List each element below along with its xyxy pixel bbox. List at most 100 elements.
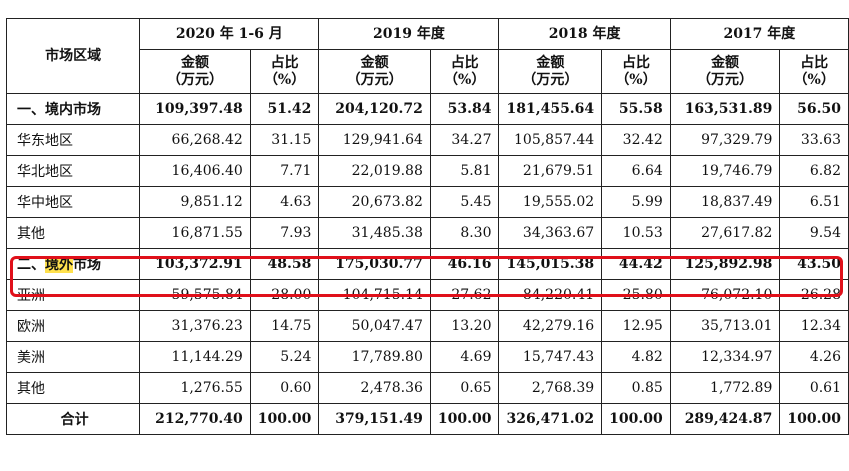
table-row: 其他 16,871.55 7.93 31,485.38 8.30 34,363.67 10.… <box>5 217 849 249</box>
region-cell: 欧洲 <box>5 310 141 342</box>
amount-cell: 59,575.84 <box>139 279 251 311</box>
ratio-cell: 5.81 <box>429 155 500 187</box>
region-cell: 一、境内市场 <box>5 93 141 125</box>
ratio-cell: 56.50 <box>779 93 849 125</box>
region-cell: 二、境外市场 <box>5 248 141 280</box>
table-row: 华北地区 16,406.40 7.71 22,019.88 5.81 21,679.51 6… <box>5 155 849 187</box>
header-line: 金额 <box>360 54 389 71</box>
amount-cell: 326,471.02 <box>498 403 603 435</box>
amount-header: 金额 （万元） <box>318 49 431 94</box>
region-cell: 其他 <box>5 217 141 249</box>
header-line: 占比 <box>621 54 650 71</box>
ratio-cell: 51.42 <box>249 93 320 125</box>
header-line: 占比 <box>450 54 479 71</box>
ratio-cell: 28.00 <box>249 279 320 311</box>
header-line: 金额 <box>181 54 210 71</box>
amount-cell: 1,276.55 <box>139 372 251 404</box>
amount-header: 金额 （万元） <box>669 49 781 94</box>
ratio-cell: 100.00 <box>249 403 320 435</box>
ratio-header: 占比 （%） <box>779 49 849 94</box>
region-cell: 其他 <box>5 372 141 404</box>
ratio-header: 占比 （%） <box>429 49 500 94</box>
header-row-metrics: 金额 （万元） 占比 （%） 金额 （万元） 占比 （%） 金额 （万元） 占比 （%） 金额 （万元）占… <box>7 49 849 94</box>
ratio-cell: 26.28 <box>779 279 849 311</box>
period-header: 2018 年度 <box>498 18 671 50</box>
ratio-cell: 4.69 <box>429 341 500 373</box>
table-row: 美洲 11,144.29 5.24 17,789.80 4.69 15,747.43 4.8… <box>5 341 849 373</box>
region-label-part: 市场 <box>73 257 101 273</box>
amount-cell: 181,455.64 <box>498 93 603 125</box>
amount-cell: 129,941.64 <box>318 124 431 156</box>
region-cell: 华东地区 <box>5 124 141 156</box>
amount-cell: 27,617.82 <box>669 217 781 249</box>
ratio-cell: 6.51 <box>779 186 849 218</box>
ratio-header: 占比 （%） <box>249 49 320 94</box>
region-cell: 华北地区 <box>5 155 141 187</box>
amount-cell: 11,144.29 <box>139 341 251 373</box>
header-line: 金额 <box>536 54 565 71</box>
ratio-cell: 5.45 <box>429 186 500 218</box>
ratio-cell: 0.85 <box>601 372 671 404</box>
amount-cell: 17,789.80 <box>318 341 431 373</box>
ratio-cell: 43.50 <box>779 248 849 280</box>
amount-cell: 31,376.23 <box>139 310 251 342</box>
region-cell: 华中地区 <box>5 186 141 218</box>
ratio-cell: 100.00 <box>601 403 671 435</box>
ratio-cell: 33.63 <box>779 124 849 156</box>
amount-cell: 12,334.97 <box>669 341 781 373</box>
amount-cell: 16,406.40 <box>139 155 251 187</box>
ratio-cell: 0.61 <box>779 372 849 404</box>
ratio-cell: 4.82 <box>601 341 671 373</box>
ratio-cell: 4.26 <box>779 341 849 373</box>
ratio-cell: 44.42 <box>601 248 671 280</box>
header-line: （%） <box>793 71 835 88</box>
region-header: 市场区域 <box>5 18 141 94</box>
amount-cell: 104,715.14 <box>318 279 431 311</box>
ratio-cell: 10.53 <box>601 217 671 249</box>
amount-cell: 76,072.10 <box>669 279 781 311</box>
amount-cell: 84,220.41 <box>498 279 603 311</box>
amount-cell: 35,713.01 <box>669 310 781 342</box>
ratio-cell: 9.54 <box>779 217 849 249</box>
amount-header: 金额 （万元） <box>139 49 251 94</box>
header-line: （%） <box>444 71 486 88</box>
header-line: 占比 <box>270 54 299 71</box>
amount-cell: 1,772.89 <box>669 372 781 404</box>
amount-cell: 21,679.51 <box>498 155 603 187</box>
table-row: 二、境外市场 103,372.91 48.58 175,030.77 46.16 145,… <box>5 248 849 280</box>
ratio-cell: 31.15 <box>249 124 320 156</box>
ratio-cell: 48.58 <box>249 248 320 280</box>
amount-cell: 9,851.12 <box>139 186 251 218</box>
amount-cell: 31,485.38 <box>318 217 431 249</box>
header-line: （万元） <box>167 71 224 88</box>
header-line: （%） <box>615 71 657 88</box>
ratio-cell: 7.71 <box>249 155 320 187</box>
amount-cell: 16,871.55 <box>139 217 251 249</box>
amount-cell: 125,892.98 <box>669 248 781 280</box>
ratio-cell: 34.27 <box>429 124 500 156</box>
amount-cell: 2,478.36 <box>318 372 431 404</box>
amount-cell: 22,019.88 <box>318 155 431 187</box>
ratio-cell: 27.62 <box>429 279 500 311</box>
region-cell: 合计 <box>5 403 141 435</box>
market-region-table: 市场区域 2020 年 1-6 月 2019 年度 2018 年度 2017 年… <box>5 18 849 435</box>
ratio-cell: 100.00 <box>779 403 849 435</box>
ratio-cell: 32.42 <box>601 124 671 156</box>
ratio-cell: 55.58 <box>601 93 671 125</box>
amount-cell: 289,424.87 <box>669 403 781 435</box>
region-label-part: 境外 <box>45 257 73 273</box>
ratio-cell: 5.99 <box>601 186 671 218</box>
amount-cell: 19,746.79 <box>669 155 781 187</box>
amount-cell: 145,015.38 <box>498 248 603 280</box>
amount-cell: 15,747.43 <box>498 341 603 373</box>
ratio-cell: 0.60 <box>249 372 320 404</box>
amount-cell: 2,768.39 <box>498 372 603 404</box>
ratio-cell: 25.80 <box>601 279 671 311</box>
ratio-header: 占比 （%） <box>601 49 671 94</box>
ratio-cell: 53.84 <box>429 93 500 125</box>
amount-cell: 19,555.02 <box>498 186 603 218</box>
amount-cell: 20,673.82 <box>318 186 431 218</box>
amount-cell: 379,151.49 <box>318 403 431 435</box>
period-header: 2019 年度 <box>318 18 500 50</box>
header-line: （万元） <box>346 71 403 88</box>
